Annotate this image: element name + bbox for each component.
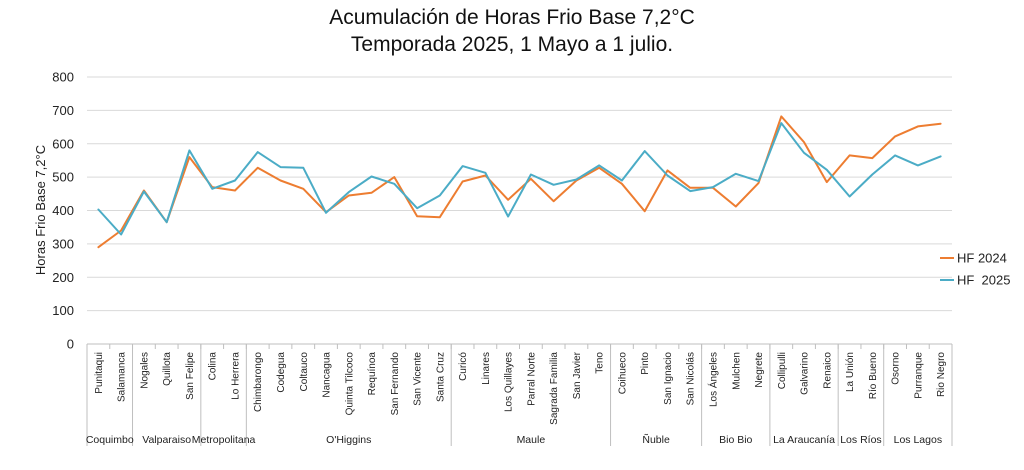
region-label: Bio Bio [719,434,752,446]
region-labels: Coquimbo Valparaiso Metropolitana O'Higgins… [86,433,942,446]
region-label: Maule [517,434,546,446]
x-tick-label: Coihueco [617,352,628,395]
x-tick-label: Salamanca [117,352,128,402]
x-tick-label: Mulchen [731,352,742,390]
x-tick-label: Teno [595,352,606,374]
region-label: Coquimbo [86,434,134,446]
x-tick-label: San Vicente [413,352,424,406]
x-tick-label: Collipulli [777,352,788,389]
y-tick-label: 600 [52,136,74,151]
legend-label: HF 2025 [957,273,1010,288]
x-tick-label: Requínoa [367,352,378,396]
x-tick-label: Colina [208,352,219,381]
y-tick-label: 300 [52,236,74,251]
y-tick-label: 100 [52,303,74,318]
series-lines [97,115,942,249]
x-tick-label: Quillota [162,352,173,386]
x-tick-label: Lo Herrera [230,352,241,400]
series-line [97,115,942,249]
x-tick-label: Coltauco [299,352,310,392]
x-tick-label: Negrete [754,352,765,388]
x-tick-label: Santa Cruz [435,352,446,402]
x-tick-label: Osorno [891,352,902,385]
x-axis-ticks: Punitaqui Salamanca Nogales Quillota San Fel… [94,351,947,424]
series-line [97,122,942,236]
x-axis [86,343,953,446]
x-tick-label: San Ignacio [663,352,674,405]
region-label: Los Lagos [894,434,942,446]
x-tick-label: Los Ángeles [706,352,719,407]
legend: HF 2024 HF 2025 [940,251,1010,288]
x-tick-label: Nogales [139,352,150,389]
x-tick-label: Río Bueno [868,352,879,400]
x-tick-label: San Nicolás [686,352,697,405]
region-label: Valparaiso [142,434,191,446]
legend-label: HF 2024 [957,251,1007,266]
y-axis-label: Horas Frio Base 7,2°C [33,145,48,275]
x-tick-label: Nancagua [322,352,333,398]
y-tick-label: 700 [52,103,74,118]
y-tick-label: 800 [52,70,74,85]
x-tick-label: Linares [481,352,492,385]
chart-subtitle: Temporada 2025, 1 Mayo a 1 julio. [350,33,674,56]
region-label: O'Higgins [326,434,371,446]
region-label: La Araucanía [773,434,835,446]
x-tick-label: Codegua [276,352,287,393]
y-tick-label: 500 [52,170,74,185]
x-tick-label: Quinta Tilcoco [344,352,355,416]
x-tick-label: Punitaqui [94,352,105,394]
x-tick-label: San Javier [572,351,583,399]
region-label: Ñuble [642,433,670,446]
y-axis-ticks: 0 100 200 300 400 500 600 700 800 [52,70,74,352]
x-tick-label: Sagrada Familia [549,352,560,425]
x-tick-label: Los Quillayes [504,352,515,412]
x-tick-label: Parral Norte [526,352,537,406]
y-tick-label: 400 [52,203,74,218]
y-tick-label: 0 [67,337,74,352]
region-label: Metropolitana [192,434,256,446]
x-tick-label: Galvarino [800,352,811,395]
x-tick-label: La Unión [845,352,856,392]
x-tick-label: Purranque [913,352,924,399]
x-tick-label: Rio Negro [936,352,947,397]
y-tick-label: 200 [52,270,74,285]
x-tick-label: Renaico [822,352,833,389]
x-tick-label: Chimbarongo [253,352,264,412]
x-tick-label: Curicó [458,352,469,381]
gridlines [87,76,952,312]
x-tick-label: San Fernando [390,352,401,416]
region-label: Los Ríos [840,434,881,446]
x-tick-label: San Felipe [185,352,196,400]
x-tick-label: Pinto [640,352,651,375]
chart-title: Acumulación de Horas Frio Base 7,2°C [329,6,695,29]
